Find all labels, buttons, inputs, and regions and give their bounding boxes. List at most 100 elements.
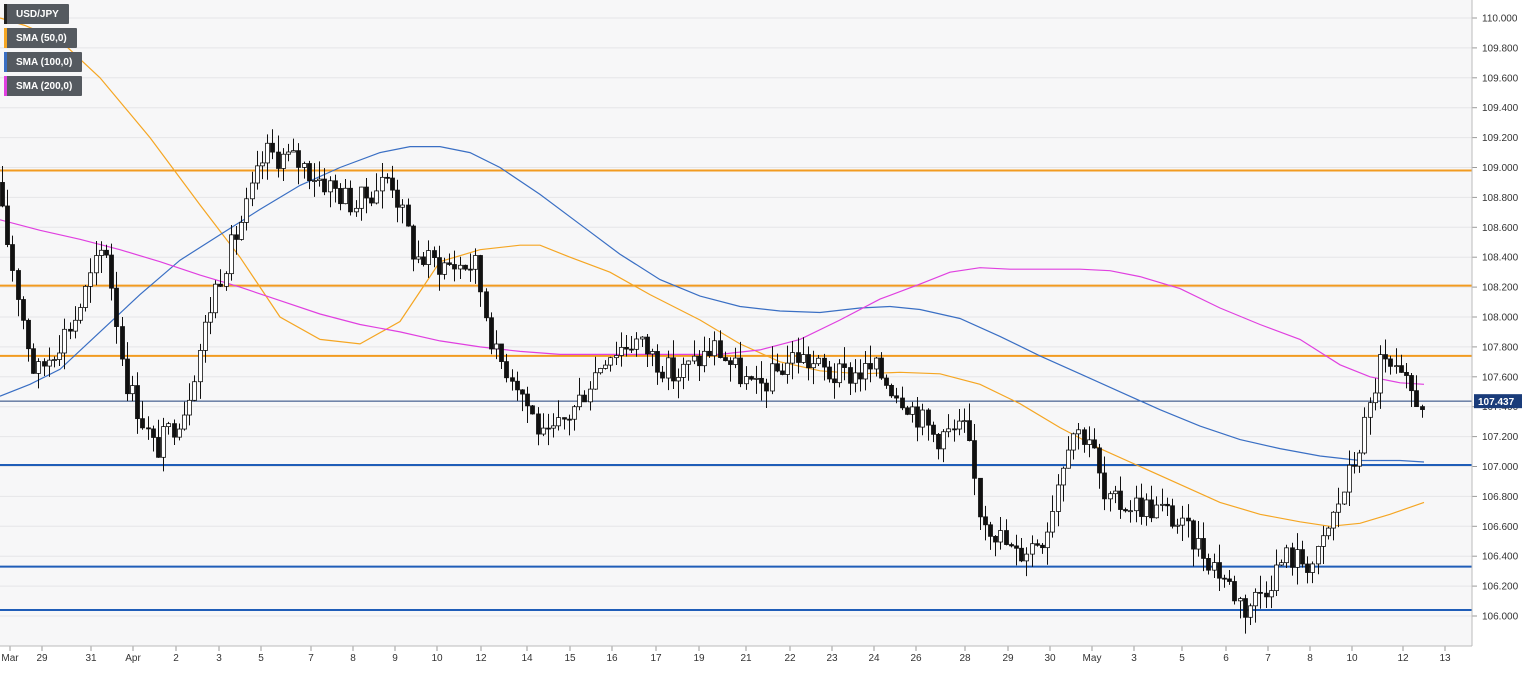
candle-down xyxy=(463,264,468,270)
candle-down xyxy=(406,204,411,227)
legend-item[interactable]: SMA (100,0) xyxy=(4,52,83,72)
candle-up xyxy=(1045,531,1050,549)
candle-down xyxy=(1040,544,1045,549)
candle-down xyxy=(780,370,785,375)
candle-up xyxy=(1269,590,1274,598)
y-tick-label: 109.200 xyxy=(1482,133,1519,144)
x-tick-label: 10 xyxy=(431,653,443,664)
candle-down xyxy=(764,382,769,392)
candle-down xyxy=(848,367,853,384)
candle-up xyxy=(52,359,57,361)
candle-up xyxy=(853,372,858,384)
y-tick-label: 106.400 xyxy=(1482,552,1519,563)
candle-down xyxy=(348,187,353,213)
candle-up xyxy=(1253,591,1258,607)
candle-up xyxy=(1331,511,1336,529)
y-tick-label: 107.600 xyxy=(1482,372,1519,383)
candle-up xyxy=(260,162,265,167)
candle-down xyxy=(276,151,281,169)
candle-down xyxy=(645,336,650,355)
y-tick-label: 110.000 xyxy=(1482,14,1518,25)
candle-down xyxy=(307,163,312,182)
x-tick-label: Mar xyxy=(1,653,19,664)
candle-up xyxy=(281,153,286,169)
candle-down xyxy=(879,357,884,379)
candle-down xyxy=(624,347,629,350)
candle-up xyxy=(1362,416,1367,454)
x-tick-label: 10 xyxy=(1346,653,1358,664)
candle-up xyxy=(380,176,385,192)
candle-down xyxy=(1186,517,1191,522)
candle-up xyxy=(1175,524,1180,527)
candle-up xyxy=(666,357,671,379)
x-tick-label: 7 xyxy=(1265,653,1271,664)
candle-up xyxy=(291,150,296,153)
candle-up xyxy=(572,406,577,420)
legend: USD/JPY SMA (50,0) SMA (100,0) SMA (200,0) xyxy=(4,4,83,100)
candle-up xyxy=(192,381,197,401)
candle-down xyxy=(146,427,151,430)
candle-down xyxy=(728,360,733,365)
candle-up xyxy=(874,357,879,370)
candle-down xyxy=(978,477,983,518)
x-tick-label: 5 xyxy=(258,653,264,664)
candle-down xyxy=(16,270,21,300)
candle-down xyxy=(5,205,10,245)
candle-up xyxy=(541,427,546,435)
candle-down xyxy=(806,354,811,369)
legend-item[interactable]: USD/JPY xyxy=(4,4,69,24)
candle-down xyxy=(546,427,551,430)
x-tick-label: 29 xyxy=(36,653,48,664)
candle-up xyxy=(94,255,99,274)
candle-down xyxy=(1300,549,1305,565)
candle-down xyxy=(452,264,457,270)
y-tick-label: 108.000 xyxy=(1482,313,1519,324)
candle-down xyxy=(1097,447,1102,474)
candle-down xyxy=(21,299,26,321)
candle-up xyxy=(686,360,691,365)
legend-label: SMA (200,0) xyxy=(16,80,73,92)
candle-down xyxy=(530,405,535,415)
candle-down xyxy=(172,423,177,438)
candle-up xyxy=(36,361,41,374)
candle-down xyxy=(10,244,15,271)
candle-down xyxy=(333,180,338,189)
candle-up xyxy=(161,426,166,458)
candle-down xyxy=(322,178,327,193)
x-tick-label: Apr xyxy=(125,653,141,664)
candle-up xyxy=(1373,392,1378,404)
y-tick-label: 106.600 xyxy=(1482,522,1519,533)
x-tick-label: 19 xyxy=(693,653,705,664)
x-tick-label: 12 xyxy=(475,653,487,664)
candle-up xyxy=(1056,484,1061,512)
candle-down xyxy=(525,393,530,407)
candle-up xyxy=(1310,563,1315,573)
candle-up xyxy=(946,428,951,433)
candle-down xyxy=(1258,591,1263,594)
legend-label: SMA (50,0) xyxy=(16,32,67,44)
candle-up xyxy=(1113,490,1118,495)
candle-down xyxy=(1305,563,1310,573)
candle-up xyxy=(712,340,717,357)
x-tick-label: 23 xyxy=(826,653,838,664)
candle-down xyxy=(842,363,847,368)
candle-up xyxy=(343,187,348,205)
legend-item[interactable]: SMA (200,0) xyxy=(4,76,83,96)
candle-down xyxy=(915,406,920,428)
candle-up xyxy=(1368,402,1373,418)
candle-up xyxy=(816,357,821,365)
candle-up xyxy=(1071,433,1076,451)
candle-up xyxy=(941,431,946,450)
candle-up xyxy=(1326,527,1331,537)
x-tick-label: 2 xyxy=(173,653,179,664)
x-tick-label: 29 xyxy=(1002,653,1014,664)
x-tick-label: 30 xyxy=(1044,653,1056,664)
legend-swatch xyxy=(4,28,7,48)
candles xyxy=(0,129,1425,634)
candle-up xyxy=(1284,547,1289,564)
candle-down xyxy=(936,433,941,450)
candle-down xyxy=(749,376,754,380)
legend-item[interactable]: SMA (50,0) xyxy=(4,28,77,48)
